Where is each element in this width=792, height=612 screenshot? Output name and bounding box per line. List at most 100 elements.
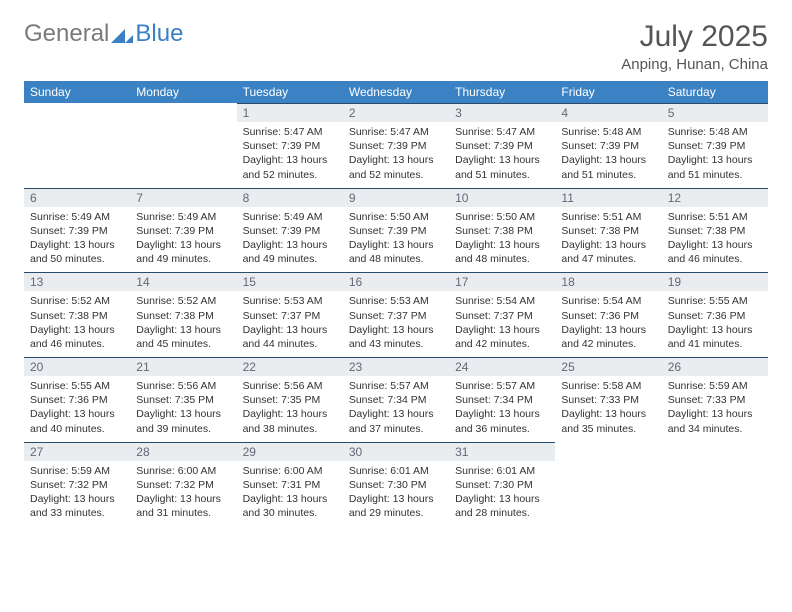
calendar-cell: 8Sunrise: 5:49 AMSunset: 7:39 PMDaylight… xyxy=(237,188,343,273)
sunset: Sunset: 7:39 PM xyxy=(561,139,655,153)
sunset: Sunset: 7:39 PM xyxy=(136,224,230,238)
day-number: 14 xyxy=(130,272,236,291)
sunset: Sunset: 7:32 PM xyxy=(30,478,124,492)
sunrise: Sunrise: 5:50 AM xyxy=(349,210,443,224)
daylight: Daylight: 13 hours and 49 minutes. xyxy=(243,238,337,266)
sunset: Sunset: 7:33 PM xyxy=(561,393,655,407)
page-title: July 2025 xyxy=(621,20,768,54)
daylight: Daylight: 13 hours and 51 minutes. xyxy=(561,153,655,181)
day-body: Sunrise: 5:51 AMSunset: 7:38 PMDaylight:… xyxy=(662,207,768,273)
day-body: Sunrise: 5:47 AMSunset: 7:39 PMDaylight:… xyxy=(343,122,449,188)
calendar-cell: 1Sunrise: 5:47 AMSunset: 7:39 PMDaylight… xyxy=(237,103,343,188)
sunrise: Sunrise: 6:01 AM xyxy=(349,464,443,478)
day-number: 19 xyxy=(662,272,768,291)
day-body: Sunrise: 5:59 AMSunset: 7:33 PMDaylight:… xyxy=(662,376,768,442)
day-body: Sunrise: 5:51 AMSunset: 7:38 PMDaylight:… xyxy=(555,207,661,273)
sunrise: Sunrise: 6:01 AM xyxy=(455,464,549,478)
calendar-cell: 31Sunrise: 6:01 AMSunset: 7:30 PMDayligh… xyxy=(449,442,555,527)
daylight: Daylight: 13 hours and 44 minutes. xyxy=(243,323,337,351)
calendar-cell: 16Sunrise: 5:53 AMSunset: 7:37 PMDayligh… xyxy=(343,272,449,357)
daylight: Daylight: 13 hours and 46 minutes. xyxy=(668,238,762,266)
calendar-cell: 2Sunrise: 5:47 AMSunset: 7:39 PMDaylight… xyxy=(343,103,449,188)
day-body: Sunrise: 5:52 AMSunset: 7:38 PMDaylight:… xyxy=(24,291,130,357)
daylight: Daylight: 13 hours and 48 minutes. xyxy=(349,238,443,266)
day-number: 6 xyxy=(24,188,130,207)
sunset: Sunset: 7:38 PM xyxy=(136,309,230,323)
day-body: Sunrise: 5:49 AMSunset: 7:39 PMDaylight:… xyxy=(24,207,130,273)
day-body: Sunrise: 5:53 AMSunset: 7:37 PMDaylight:… xyxy=(237,291,343,357)
day-body: Sunrise: 5:49 AMSunset: 7:39 PMDaylight:… xyxy=(237,207,343,273)
calendar-cell: 12Sunrise: 5:51 AMSunset: 7:38 PMDayligh… xyxy=(662,188,768,273)
daylight: Daylight: 13 hours and 51 minutes. xyxy=(668,153,762,181)
calendar-cell xyxy=(555,442,661,527)
sunset: Sunset: 7:37 PM xyxy=(349,309,443,323)
calendar-cell: 10Sunrise: 5:50 AMSunset: 7:38 PMDayligh… xyxy=(449,188,555,273)
day-number: 10 xyxy=(449,188,555,207)
col-header: Saturday xyxy=(662,81,768,103)
sunrise: Sunrise: 6:00 AM xyxy=(136,464,230,478)
daylight: Daylight: 13 hours and 46 minutes. xyxy=(30,323,124,351)
calendar-cell: 25Sunrise: 5:58 AMSunset: 7:33 PMDayligh… xyxy=(555,357,661,442)
sunrise: Sunrise: 5:55 AM xyxy=(668,294,762,308)
daylight: Daylight: 13 hours and 33 minutes. xyxy=(30,492,124,520)
day-body: Sunrise: 5:48 AMSunset: 7:39 PMDaylight:… xyxy=(555,122,661,188)
day-body: Sunrise: 6:00 AMSunset: 7:31 PMDaylight:… xyxy=(237,461,343,527)
sunset: Sunset: 7:39 PM xyxy=(349,139,443,153)
sunrise: Sunrise: 5:51 AM xyxy=(668,210,762,224)
col-header: Wednesday xyxy=(343,81,449,103)
calendar-cell: 13Sunrise: 5:52 AMSunset: 7:38 PMDayligh… xyxy=(24,272,130,357)
calendar-cell: 26Sunrise: 5:59 AMSunset: 7:33 PMDayligh… xyxy=(662,357,768,442)
day-number: 31 xyxy=(449,442,555,461)
sunrise: Sunrise: 5:52 AM xyxy=(30,294,124,308)
calendar-cell: 23Sunrise: 5:57 AMSunset: 7:34 PMDayligh… xyxy=(343,357,449,442)
sunset: Sunset: 7:38 PM xyxy=(455,224,549,238)
day-body: Sunrise: 5:52 AMSunset: 7:38 PMDaylight:… xyxy=(130,291,236,357)
daylight: Daylight: 13 hours and 35 minutes. xyxy=(561,407,655,435)
sunrise: Sunrise: 5:48 AM xyxy=(561,125,655,139)
daylight: Daylight: 13 hours and 42 minutes. xyxy=(455,323,549,351)
logo: General Blue xyxy=(24,20,183,48)
day-body: Sunrise: 5:54 AMSunset: 7:36 PMDaylight:… xyxy=(555,291,661,357)
sunrise: Sunrise: 5:56 AM xyxy=(136,379,230,393)
sunset: Sunset: 7:32 PM xyxy=(136,478,230,492)
day-body: Sunrise: 5:55 AMSunset: 7:36 PMDaylight:… xyxy=(662,291,768,357)
calendar-cell: 3Sunrise: 5:47 AMSunset: 7:39 PMDaylight… xyxy=(449,103,555,188)
col-header: Friday xyxy=(555,81,661,103)
daylight: Daylight: 13 hours and 49 minutes. xyxy=(136,238,230,266)
day-body: Sunrise: 5:48 AMSunset: 7:39 PMDaylight:… xyxy=(662,122,768,188)
calendar-cell: 14Sunrise: 5:52 AMSunset: 7:38 PMDayligh… xyxy=(130,272,236,357)
sunrise: Sunrise: 5:48 AM xyxy=(668,125,762,139)
daylight: Daylight: 13 hours and 31 minutes. xyxy=(136,492,230,520)
sunset: Sunset: 7:39 PM xyxy=(455,139,549,153)
calendar-cell: 9Sunrise: 5:50 AMSunset: 7:39 PMDaylight… xyxy=(343,188,449,273)
day-body: Sunrise: 5:47 AMSunset: 7:39 PMDaylight:… xyxy=(237,122,343,188)
sunrise: Sunrise: 5:56 AM xyxy=(243,379,337,393)
day-body: Sunrise: 5:56 AMSunset: 7:35 PMDaylight:… xyxy=(130,376,236,442)
sunset: Sunset: 7:31 PM xyxy=(243,478,337,492)
day-number: 28 xyxy=(130,442,236,461)
sunset: Sunset: 7:39 PM xyxy=(243,224,337,238)
sunset: Sunset: 7:34 PM xyxy=(349,393,443,407)
day-number: 23 xyxy=(343,357,449,376)
sunrise: Sunrise: 5:47 AM xyxy=(243,125,337,139)
daylight: Daylight: 13 hours and 50 minutes. xyxy=(30,238,124,266)
day-body: Sunrise: 5:50 AMSunset: 7:39 PMDaylight:… xyxy=(343,207,449,273)
logo-text-2: Blue xyxy=(135,20,183,48)
daylight: Daylight: 13 hours and 48 minutes. xyxy=(455,238,549,266)
day-number: 22 xyxy=(237,357,343,376)
calendar-cell: 19Sunrise: 5:55 AMSunset: 7:36 PMDayligh… xyxy=(662,272,768,357)
day-body: Sunrise: 5:50 AMSunset: 7:38 PMDaylight:… xyxy=(449,207,555,273)
daylight: Daylight: 13 hours and 52 minutes. xyxy=(243,153,337,181)
day-number: 3 xyxy=(449,103,555,122)
daylight: Daylight: 13 hours and 40 minutes. xyxy=(30,407,124,435)
sunrise: Sunrise: 5:49 AM xyxy=(243,210,337,224)
col-header: Sunday xyxy=(24,81,130,103)
sunset: Sunset: 7:30 PM xyxy=(349,478,443,492)
calendar-cell: 11Sunrise: 5:51 AMSunset: 7:38 PMDayligh… xyxy=(555,188,661,273)
sunrise: Sunrise: 5:55 AM xyxy=(30,379,124,393)
header: General Blue July 2025 Anping, Hunan, Ch… xyxy=(24,20,768,73)
daylight: Daylight: 13 hours and 36 minutes. xyxy=(455,407,549,435)
calendar-cell: 28 Sunrise: 6:00 AMSunset: 7:32 PMDayligh… xyxy=(130,442,236,527)
sunrise: Sunrise: 5:59 AM xyxy=(30,464,124,478)
sunrise: Sunrise: 5:50 AM xyxy=(455,210,549,224)
